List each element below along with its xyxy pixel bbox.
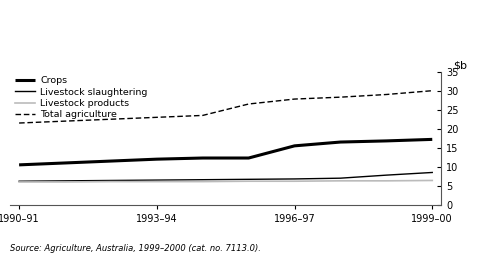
Livestock slaughtering [108,179,114,182]
Total agriculture [200,114,206,117]
Total agriculture [108,118,114,121]
Line: Total agriculture: Total agriculture [19,91,432,123]
Crops [62,162,68,165]
Livestock slaughtering [200,178,206,181]
Livestock slaughtering [62,179,68,182]
Total agriculture [429,89,435,92]
Livestock products [16,180,22,184]
Total agriculture [292,98,298,101]
Livestock slaughtering [16,180,22,183]
Total agriculture [246,102,251,105]
Total agriculture [16,122,22,125]
Livestock slaughtering [246,178,251,181]
Total agriculture [62,120,68,123]
Livestock slaughtering [383,174,389,177]
Line: Livestock products: Livestock products [19,180,432,182]
Total agriculture [383,93,389,96]
Line: Crops: Crops [19,139,432,165]
Livestock products [108,180,114,183]
Crops [337,141,343,144]
Livestock products [246,180,251,183]
Livestock slaughtering [154,178,160,182]
Livestock products [200,180,206,183]
Livestock products [292,180,298,183]
Crops [154,158,160,161]
Livestock products [429,179,435,182]
Livestock products [383,179,389,182]
Total agriculture [154,116,160,119]
Crops [292,144,298,147]
Livestock slaughtering [337,177,343,180]
Livestock slaughtering [429,171,435,174]
Crops [429,138,435,141]
Livestock products [154,180,160,183]
Line: Livestock slaughtering: Livestock slaughtering [19,173,432,181]
Crops [16,163,22,166]
Text: $b: $b [453,60,467,70]
Crops [246,156,251,159]
Livestock products [337,179,343,182]
Livestock slaughtering [292,177,298,180]
Legend: Crops, Livestock slaughtering, Livestock products, Total agriculture: Crops, Livestock slaughtering, Livestock… [15,76,147,120]
Total agriculture [337,96,343,99]
Crops [108,159,114,163]
Crops [200,156,206,159]
Livestock products [62,180,68,184]
Text: Source: Agriculture, Australia, 1999–2000 (cat. no. 7113.0).: Source: Agriculture, Australia, 1999–200… [10,244,261,253]
Crops [383,139,389,142]
